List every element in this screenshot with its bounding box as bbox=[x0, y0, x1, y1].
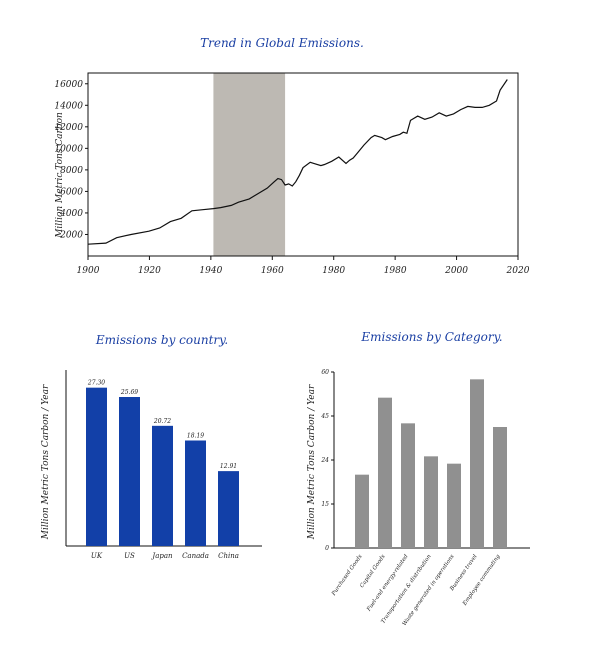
country-value-label: 18.19 bbox=[187, 432, 204, 439]
category-bar bbox=[401, 423, 415, 548]
country-category-label: UK bbox=[91, 552, 103, 560]
country-bars: 27.30 UK 25.69 US 20.72 Japan 18.19 Canada 12.91… bbox=[86, 380, 239, 560]
line-x-tick-label: 1960 bbox=[261, 266, 284, 276]
line-x-tick-label: 1980 bbox=[384, 266, 407, 276]
category-y-tick-label: 15 bbox=[321, 501, 329, 508]
country-category-label: China bbox=[218, 552, 239, 560]
line-x-tick-label: 1920 bbox=[138, 266, 161, 276]
category-bar-chart: Emissions by Category. 0 15 24 45 60 Purchas… bbox=[307, 330, 530, 627]
country-value-label: 27.30 bbox=[87, 380, 105, 387]
line-x-tick-label: 1980 bbox=[322, 266, 345, 276]
line-y-tick-label: 14000 bbox=[54, 101, 83, 111]
category-bar bbox=[470, 379, 484, 548]
country-bar bbox=[119, 396, 140, 546]
line-x-tick-label: 1940 bbox=[199, 266, 222, 276]
line-chart-ylabel: Million Metric Tons Carbon bbox=[55, 112, 65, 239]
country-bar bbox=[152, 425, 173, 546]
line-y-tick-label: 6000 bbox=[60, 187, 83, 197]
category-y-tick-label: 45 bbox=[320, 413, 329, 420]
category-y-tick-label: 0 bbox=[325, 545, 329, 552]
line-x-tick-label: 2020 bbox=[506, 266, 530, 276]
highlight-region bbox=[213, 73, 286, 256]
country-chart-title: Emissions by country. bbox=[95, 333, 228, 347]
line-x-tick-label: 1900 bbox=[77, 266, 100, 276]
category-bar bbox=[447, 463, 461, 548]
line-x-ticks: 1900 1920 1940 1960 1980 1980 2000 2020 bbox=[77, 256, 530, 276]
category-y-ticks: 0 15 24 45 60 bbox=[320, 369, 334, 552]
country-category-label: Canada bbox=[182, 552, 209, 560]
category-label: Waste generated in operations bbox=[402, 554, 456, 628]
country-value-label: 25.69 bbox=[120, 389, 138, 396]
country-bar-chart: Emissions by country. 27.30 UK 25.69 US 20.7… bbox=[41, 333, 262, 560]
line-chart-title: Trend in Global Emissions. bbox=[200, 36, 364, 50]
category-label: Fuel-and energy-related bbox=[365, 553, 409, 613]
line-y-tick-label: 4000 bbox=[59, 209, 83, 219]
line-chart: Trend in Global Emissions. 2000 4000 6000 8… bbox=[54, 36, 529, 276]
line-y-tick-label: 2000 bbox=[59, 230, 83, 240]
country-bar bbox=[185, 440, 206, 546]
country-bar bbox=[218, 471, 239, 546]
country-value-label: 12.91 bbox=[220, 463, 237, 470]
category-label: Purchased Goods bbox=[330, 554, 363, 598]
category-chart-title: Emissions by Category. bbox=[360, 330, 502, 344]
line-y-tick-label: 8000 bbox=[60, 166, 83, 176]
country-value-label: 20.72 bbox=[153, 418, 171, 425]
category-y-tick-label: 24 bbox=[320, 457, 329, 464]
line-y-ticks: 2000 4000 6000 8000 10000 12000 14000 16000 bbox=[54, 80, 88, 240]
category-bar bbox=[493, 427, 507, 548]
line-y-tick-label: 10000 bbox=[54, 144, 83, 154]
country-bar bbox=[86, 387, 107, 546]
country-chart-ylabel: Million Metric Tons Carbon / Year bbox=[41, 384, 51, 540]
category-chart-ylabel: Million Metric Tons Carbon / Year bbox=[307, 384, 317, 540]
category-bar bbox=[378, 397, 392, 548]
line-y-tick-label: 16000 bbox=[54, 80, 83, 90]
category-bar bbox=[355, 474, 369, 548]
category-bar bbox=[424, 456, 438, 548]
emissions-series-line bbox=[87, 79, 508, 245]
country-category-label: US bbox=[124, 552, 135, 560]
line-chart-frame bbox=[87, 72, 519, 257]
category-y-tick-label: 60 bbox=[321, 369, 329, 376]
country-category-label: Japan bbox=[150, 552, 173, 560]
line-y-tick-label: 12000 bbox=[54, 123, 83, 133]
line-x-tick-label: 2000 bbox=[444, 266, 468, 276]
